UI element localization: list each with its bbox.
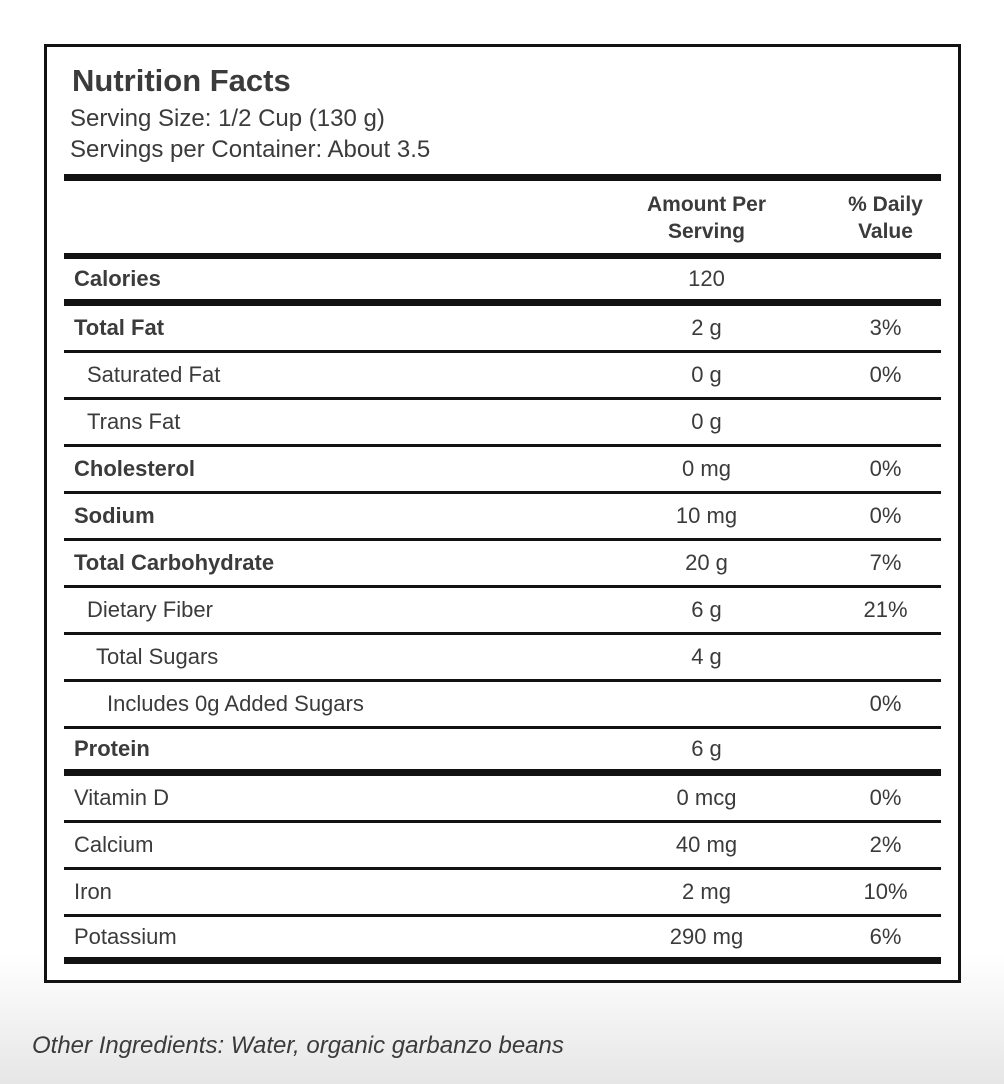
nutrient-label: Saturated Fat bbox=[87, 362, 221, 387]
table-row: Cholesterol 0 mg 0% bbox=[64, 447, 941, 494]
header-spacer bbox=[64, 191, 584, 245]
table-row: Saturated Fat 0 g 0% bbox=[64, 353, 941, 400]
nutrient-amount: 2 g bbox=[691, 315, 722, 340]
nutrient-label: Sodium bbox=[74, 503, 155, 528]
nutrient-label: Protein bbox=[74, 736, 150, 761]
nutrient-label: Calories bbox=[74, 266, 161, 291]
servings-per-container: Servings per Container: About 3.5 bbox=[70, 136, 431, 163]
section-divider-header bbox=[64, 253, 941, 259]
table-header: Amount Per Serving % Daily Value bbox=[64, 181, 941, 253]
table-row: Vitamin D 0 mcg 0% bbox=[64, 776, 941, 823]
nutrient-label: Trans Fat bbox=[87, 409, 181, 434]
column-header-amount-text: Amount Per Serving bbox=[646, 193, 766, 243]
nutrient-daily-value: 0% bbox=[869, 691, 902, 716]
table-row: Total Fat 2 g 3% bbox=[64, 306, 941, 353]
nutrient-daily-value: 0% bbox=[869, 503, 902, 528]
nutrition-table-body: Calories 120 Total Fat 2 g 3% Saturated … bbox=[64, 259, 941, 964]
nutrient-daily-value: 2% bbox=[869, 832, 902, 857]
nutrient-label: Total Carbohydrate bbox=[74, 550, 275, 575]
other-ingredients: Other Ingredients: Water, organic garban… bbox=[32, 1032, 564, 1059]
nutrient-daily-value: 7% bbox=[869, 550, 902, 575]
table-row: Iron 2 mg 10% bbox=[64, 870, 941, 917]
nutrient-amount: 6 g bbox=[691, 736, 722, 761]
table-row: Trans Fat 0 g bbox=[64, 400, 941, 447]
nutrient-amount: 0 g bbox=[691, 409, 722, 434]
column-header-amount: Amount Per Serving bbox=[584, 191, 829, 245]
serving-size: Serving Size: 1/2 Cup (130 g) bbox=[70, 105, 385, 132]
table-row: Sodium 10 mg 0% bbox=[64, 494, 941, 541]
nutrient-amount: 290 mg bbox=[669, 924, 744, 949]
nutrient-label: Potassium bbox=[74, 924, 177, 949]
nutrient-daily-value: 0% bbox=[869, 456, 902, 481]
nutrient-label: Includes 0g Added Sugars bbox=[107, 691, 364, 716]
table-row: Calcium 40 mg 2% bbox=[64, 823, 941, 870]
nutrient-daily-value: 21% bbox=[863, 597, 908, 622]
nutrient-amount: 10 mg bbox=[675, 503, 738, 528]
nutrient-amount: 20 g bbox=[685, 550, 728, 575]
table-row: Total Carbohydrate 20 g 7% bbox=[64, 541, 941, 588]
nutrient-label: Iron bbox=[74, 879, 112, 904]
nutrient-amount: 0 mg bbox=[682, 456, 731, 481]
nutrient-amount: 0 g bbox=[691, 362, 722, 387]
column-header-daily-value-text: % Daily Value bbox=[848, 193, 923, 243]
nutrient-label: Total Sugars bbox=[96, 644, 219, 669]
nutrient-daily-value: 0% bbox=[869, 362, 902, 387]
nutrient-daily-value: 10% bbox=[863, 879, 908, 904]
table-row: Calories 120 bbox=[64, 259, 941, 306]
column-header-daily-value: % Daily Value bbox=[829, 191, 942, 245]
nutrient-label: Vitamin D bbox=[74, 785, 169, 810]
nutrient-label: Dietary Fiber bbox=[87, 597, 213, 622]
nutrient-label: Cholesterol bbox=[74, 456, 196, 481]
table-row: Dietary Fiber 6 g 21% bbox=[64, 588, 941, 635]
table-row: Total Sugars 4 g bbox=[64, 635, 941, 682]
table-row: Potassium 290 mg 6% bbox=[64, 917, 941, 964]
label-title: Nutrition Facts bbox=[72, 63, 291, 98]
nutrient-daily-value: 3% bbox=[869, 315, 902, 340]
table-row: Includes 0g Added Sugars 0% bbox=[64, 682, 941, 729]
nutrient-amount: 0 mcg bbox=[676, 785, 737, 810]
nutrient-amount: 2 mg bbox=[682, 879, 731, 904]
nutrient-daily-value: 6% bbox=[869, 924, 902, 949]
nutrient-amount: 40 mg bbox=[675, 832, 738, 857]
nutrient-amount: 4 g bbox=[691, 644, 722, 669]
nutrient-label: Calcium bbox=[74, 832, 154, 857]
nutrient-label: Total Fat bbox=[74, 315, 165, 340]
nutrient-amount: 120 bbox=[688, 266, 725, 291]
section-divider-top bbox=[64, 174, 941, 181]
nutrient-daily-value: 0% bbox=[869, 785, 902, 810]
table-row: Protein 6 g bbox=[64, 729, 941, 776]
nutrient-amount: 6 g bbox=[691, 597, 722, 622]
nutrition-facts-label: Nutrition Facts Serving Size: 1/2 Cup (1… bbox=[44, 44, 961, 983]
